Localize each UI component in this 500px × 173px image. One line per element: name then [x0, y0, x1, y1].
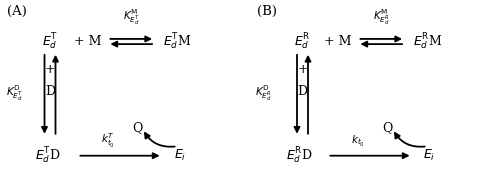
Text: Q: Q [132, 121, 142, 135]
Text: D: D [298, 85, 308, 98]
Text: Q: Q [382, 121, 392, 135]
Text: $E_d^{\rm T}$M: $E_d^{\rm T}$M [163, 31, 192, 52]
Text: +: + [44, 63, 56, 76]
Text: (A): (A) [8, 5, 28, 18]
Text: +: + [297, 63, 308, 76]
Text: $K_{E_d^R}^{\rm M}$: $K_{E_d^R}^{\rm M}$ [373, 7, 390, 27]
Text: $E_i$: $E_i$ [174, 148, 186, 163]
Text: D: D [45, 85, 55, 98]
Text: $k_{t_0}^T$: $k_{t_0}^T$ [100, 132, 114, 150]
Text: $E_d^{\rm T}$: $E_d^{\rm T}$ [42, 31, 58, 52]
Text: $K_{E_d^R}^{\rm D}$: $K_{E_d^R}^{\rm D}$ [255, 84, 272, 103]
Text: + M: + M [74, 35, 101, 48]
Text: $K_{E_d^T}^{\rm D}$: $K_{E_d^T}^{\rm D}$ [6, 84, 24, 103]
Text: $K_{E_d^T}^{\rm M}$: $K_{E_d^T}^{\rm M}$ [123, 7, 140, 27]
Text: $E_d^{\rm T}$D: $E_d^{\rm T}$D [34, 145, 60, 166]
Text: $E_d^{\rm R}$M: $E_d^{\rm R}$M [413, 31, 442, 52]
Text: $E_i$: $E_i$ [423, 148, 435, 163]
Text: $k_{t_0}$: $k_{t_0}$ [350, 133, 364, 149]
Text: + M: + M [324, 35, 351, 48]
Text: (B): (B) [258, 5, 278, 18]
Text: $E_d^{\rm R}$D: $E_d^{\rm R}$D [286, 145, 312, 166]
Text: $E_d^{\rm R}$: $E_d^{\rm R}$ [294, 31, 311, 52]
